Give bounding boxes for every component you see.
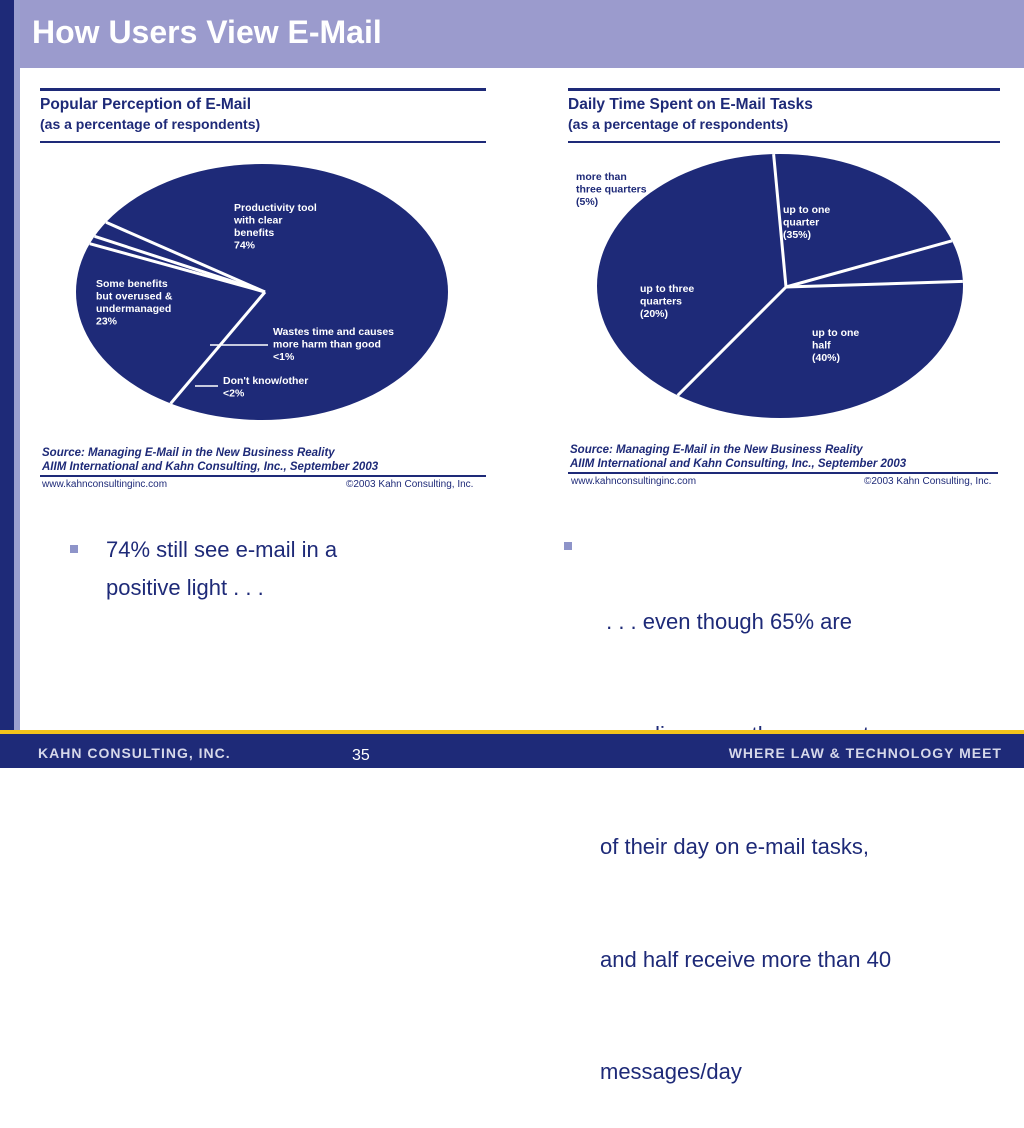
pie-label-wastes-time-and-causes-more-harm-than-good: Wastes time and causes more harm than goo… — [273, 326, 394, 363]
bullet-left: 74% still see e-mail in a positive light… — [106, 531, 337, 606]
pie-label-up-to-one-quarter: up to one quarter (35%) — [783, 204, 830, 241]
chart-header-rule — [40, 141, 486, 143]
source-rule-right — [568, 472, 998, 474]
copyright-right: ©2003 Kahn Consulting, Inc. — [864, 476, 992, 487]
bullet-line: positive light . . . — [106, 574, 264, 600]
source-note-left: Source: Managing E-Mail in the New Busin… — [42, 446, 378, 474]
pie-slice-divider — [94, 234, 266, 294]
url-left: www.kahnconsultinginc.com — [42, 479, 168, 490]
pie-label-some-benefits-but-overused-undermanaged: Some benefits but overused & undermanaged 2… — [96, 278, 173, 328]
chart-title: Daily Time Spent on E-Mail Tasks — [568, 96, 813, 113]
bullet-marker — [564, 542, 572, 550]
source-line-1: Source: Managing E-Mail in the New Busin… — [570, 444, 863, 456]
chart-subtitle: (as a percentage of respondents) — [568, 116, 789, 132]
pie-chart-perception: Productivity tool with clear benefits 74% So… — [76, 164, 448, 420]
pie-label-don-t-know-other: Don't know/other <2% — [223, 375, 308, 400]
left-accent-bar — [0, 0, 14, 735]
chart-top-rule — [568, 88, 1000, 91]
pie-label-up-to-three-quarters: up to three quarters (20%) — [640, 283, 694, 320]
pie-body — [597, 154, 963, 418]
pie-slice-divider — [785, 239, 953, 289]
chart-top-rule — [40, 88, 486, 91]
footer-gold-rule — [0, 730, 1024, 734]
bullet-line: 74% still see e-mail in a — [106, 537, 338, 562]
pie-slice-divider — [676, 285, 788, 397]
pie-slice-divider — [785, 279, 963, 289]
source-line-2: AIIM International and Kahn Consulting, … — [42, 461, 379, 473]
page-number: 35 — [352, 747, 370, 764]
bullet-marker — [70, 545, 78, 553]
left-accent-stripe — [14, 0, 20, 735]
footer-company: KAHN CONSULTING, INC. — [38, 745, 231, 761]
chart-panel-perception: Popular Perception of E-Mail (as a perce… — [40, 88, 486, 143]
bullet-line: messages/day — [600, 1059, 742, 1084]
source-line-1: Source: Managing E-Mail in the New Busin… — [42, 447, 335, 459]
pie-slice-divider — [772, 153, 788, 288]
pie-label-more-than-three-quarters: more than three quarters (5%) — [576, 171, 647, 208]
pie-slice-divider — [169, 291, 267, 405]
chart-subtitle: (as a percentage of respondents) — [40, 116, 261, 132]
source-note-right: Source: Managing E-Mail in the New Busin… — [570, 443, 906, 471]
pie-chart-daily-time: up to one quarter (35%) up to one half (40%) u… — [576, 153, 963, 418]
footer-tagline: WHERE LAW & TECHNOLOGY MEET — [728, 745, 1002, 761]
bullet-right: . . . even though 65% are spending more … — [600, 528, 891, 1128]
bullet-line: . . . even though 65% are — [600, 609, 852, 634]
bullet-line: and half receive more than 40 — [600, 946, 892, 972]
url-right: www.kahnconsultinginc.com — [571, 476, 697, 487]
chart-panel-daily-time: Daily Time Spent on E-Mail Tasks (as a p… — [568, 88, 1000, 143]
pie-slice-divider — [105, 220, 266, 294]
chart-title: Popular Perception of E-Mail — [40, 96, 251, 113]
pie-label-up-to-one-half: up to one half (40%) — [812, 327, 859, 364]
bullet-line: of their day on e-mail tasks, — [600, 834, 870, 859]
pie-label-productivity-tool-with-clear-benefits: Productivity tool with clear benefits 74% — [233, 202, 317, 252]
footer-bar — [0, 734, 1024, 768]
copyright-left: ©2003 Kahn Consulting, Inc. — [346, 479, 474, 490]
source-line-2: AIIM International and Kahn Consulting, … — [570, 458, 907, 470]
slide-title: How Users View E-Mail — [32, 14, 382, 50]
chart-header-rule — [568, 141, 1000, 143]
source-rule-left — [40, 475, 486, 477]
title-bar — [20, 0, 1024, 68]
